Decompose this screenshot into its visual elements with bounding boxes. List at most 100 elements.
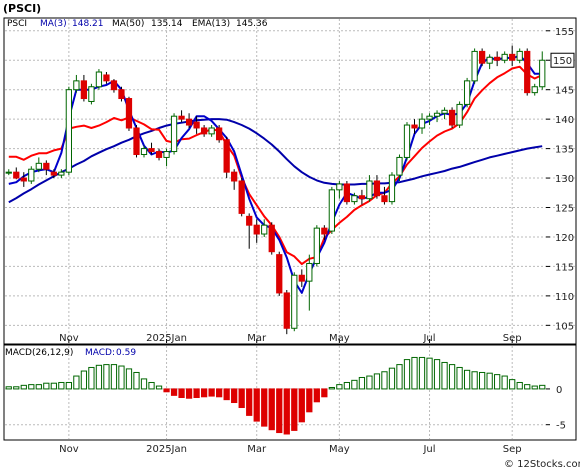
- price-axis-ticks: 155 145 140 135 130 125 120 115 110 105: [546, 27, 574, 332]
- candle-body: [95, 71, 103, 88]
- macd-bar: [358, 376, 366, 390]
- macd-bar: [531, 385, 538, 390]
- macd-bar: [43, 382, 50, 390]
- macd-bar: [95, 364, 103, 390]
- price-tick-label: 135: [555, 145, 574, 156]
- macd-bar: [471, 371, 478, 390]
- candle-body: [403, 124, 411, 158]
- macd-bar: [35, 384, 42, 390]
- macd-panel-frame: [3, 344, 577, 441]
- candle-body: [253, 224, 260, 235]
- price-panel-frame: [3, 17, 577, 345]
- macd-x-tick-label: Jul: [422, 444, 435, 455]
- candle-body: [110, 80, 118, 91]
- legend-ema13-label: EMA(13): [192, 19, 230, 29]
- candle-body: [276, 254, 283, 294]
- macd-bar: [268, 388, 275, 431]
- price-legend: PSCI MA(3) 148.21 MA(50) 135.14 EMA(13) …: [7, 19, 268, 29]
- candle-body: [463, 80, 471, 105]
- price-tick-label: 115: [555, 262, 574, 273]
- macd-bar: [246, 388, 253, 416]
- price-tick-label: 120: [555, 233, 574, 244]
- candle-body: [155, 151, 163, 158]
- price-panel: (PSCI) PSCI MA(3) 148.21 MA(50) 135.14 E…: [3, 2, 577, 345]
- candle-body: [125, 98, 133, 129]
- candle-body: [388, 174, 396, 203]
- candle-body: [35, 162, 42, 170]
- macd-panel: MACD(26,12,9) MACD: 0.59 0 -5 Nov 2025Jan M…: [3, 344, 577, 455]
- macd-bar: [103, 364, 110, 390]
- macd-bar: [20, 384, 27, 390]
- price-tick-label: 125: [555, 204, 574, 215]
- candle-body: [231, 171, 238, 182]
- macd-bar: [486, 372, 493, 390]
- x-tick-label: 2025Jan: [146, 333, 187, 344]
- candle-body: [268, 224, 275, 253]
- macd-tick-label: 0: [556, 385, 562, 396]
- macd-bar: [73, 375, 80, 390]
- candle-body: [381, 195, 388, 203]
- last-price-marker: 150: [550, 52, 575, 68]
- macd-bar: [208, 388, 215, 397]
- macd-bar: [261, 388, 268, 427]
- macd-bar: [28, 384, 35, 390]
- macd-bar: [110, 364, 118, 390]
- candle-body: [73, 80, 80, 91]
- macd-bar: [403, 359, 411, 390]
- last-price-label: 150: [553, 56, 572, 67]
- candle-body: [148, 148, 155, 153]
- candle-body: [103, 74, 110, 82]
- candle-body: [216, 127, 223, 141]
- macd-bar: [238, 388, 245, 409]
- candle-body: [238, 180, 245, 214]
- macd-bar: [216, 388, 223, 398]
- candle-body: [261, 224, 268, 235]
- macd-x-tick-label: Nov: [59, 444, 79, 455]
- macd-bar: [388, 367, 396, 390]
- macd-bar: [456, 366, 463, 390]
- macd-bar: [178, 388, 185, 399]
- macd-bar: [58, 381, 65, 390]
- macd-bar: [479, 371, 486, 390]
- candle-body: [178, 115, 185, 120]
- macd-x-tick-label: Mar: [247, 444, 267, 455]
- macd-bar: [313, 388, 320, 403]
- price-tick-label: 155: [555, 27, 574, 38]
- macd-bar: [125, 368, 133, 390]
- legend-ma3-value: 148.21: [72, 19, 104, 29]
- macd-bar: [524, 384, 531, 390]
- macd-bar: [298, 388, 305, 423]
- candle-body: [43, 162, 50, 170]
- macd-bar: [80, 370, 88, 390]
- macd-bar: [373, 373, 381, 390]
- macd-bar: [516, 381, 523, 390]
- candle-body: [163, 151, 170, 158]
- macd-bar: [501, 375, 508, 390]
- candle-body: [298, 274, 305, 282]
- candle-body: [28, 168, 35, 182]
- candle-body: [516, 50, 523, 61]
- macd-bar: [411, 356, 418, 390]
- macd-bar: [448, 364, 456, 390]
- x-tick-label: Nov: [59, 333, 79, 344]
- macd-bar: [306, 388, 313, 413]
- macd-bar: [539, 384, 546, 390]
- macd-bar: [155, 385, 163, 390]
- macd-bar: [170, 388, 178, 396]
- ma50-line: [8, 118, 543, 204]
- macd-bar: [366, 375, 373, 390]
- candle-body: [373, 180, 381, 197]
- macd-x-tick-label: Sep: [503, 444, 522, 455]
- macd-x-tick-label: 2025Jan: [146, 444, 187, 455]
- price-tick-label: 130: [555, 174, 574, 185]
- last-price-box: [550, 52, 575, 68]
- candle-body: [524, 50, 531, 94]
- candle-body: [246, 215, 253, 226]
- candle-body: [486, 56, 493, 64]
- candle-body: [5, 171, 12, 174]
- candle-body: [193, 121, 200, 129]
- candle-body: [501, 53, 508, 61]
- macd-bar: [118, 365, 125, 390]
- candle-body: [328, 189, 335, 232]
